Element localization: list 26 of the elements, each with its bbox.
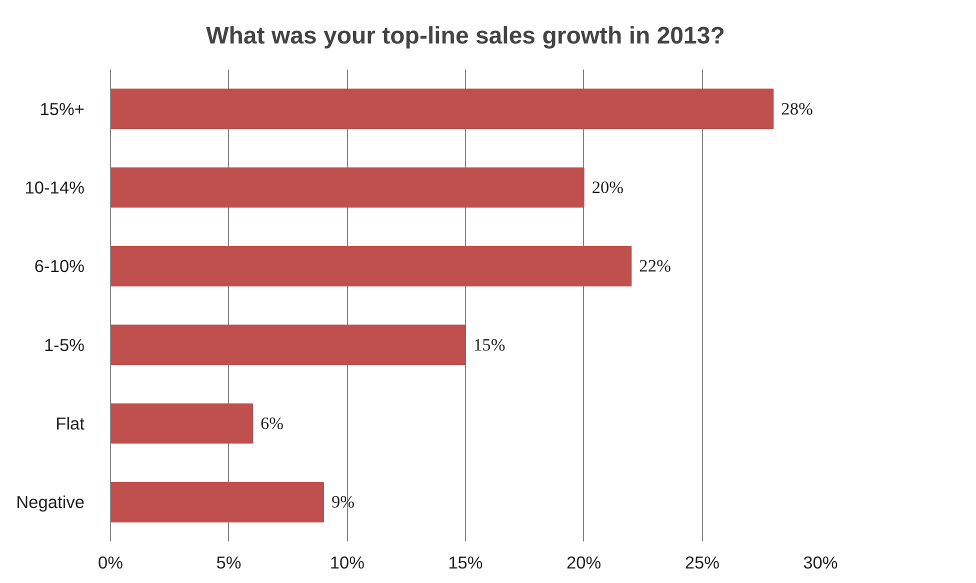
y-tick-label: 15%+ xyxy=(40,98,85,119)
x-tick-label: 15% xyxy=(448,552,483,572)
bar xyxy=(110,246,632,286)
bar xyxy=(110,167,584,208)
bar xyxy=(110,324,466,365)
data-label: 20% xyxy=(592,178,624,197)
y-tick-label: Flat xyxy=(56,414,85,434)
bar xyxy=(110,88,774,129)
data-label: 22% xyxy=(639,256,671,276)
y-tick-label: 6-10% xyxy=(34,256,85,276)
chart-title: What was your top-line sales growth in 2013? xyxy=(206,22,725,50)
y-tick-label: Negative xyxy=(16,492,84,512)
x-tick-label: 10% xyxy=(330,552,365,572)
y-tick-label: 10-14% xyxy=(24,178,85,198)
bar xyxy=(110,403,253,444)
x-tick-label: 0% xyxy=(98,552,124,572)
data-label: 9% xyxy=(332,492,355,512)
x-tick-label: 5% xyxy=(216,552,242,572)
bar xyxy=(110,482,324,522)
data-label: 6% xyxy=(260,414,284,433)
data-label: 15% xyxy=(474,335,506,354)
x-tick-label: 20% xyxy=(566,552,602,572)
x-tick-label: 30% xyxy=(803,552,838,572)
data-label: 28% xyxy=(781,99,813,118)
x-tick-label: 25% xyxy=(684,552,720,572)
y-tick-label: 1-5% xyxy=(44,334,84,355)
